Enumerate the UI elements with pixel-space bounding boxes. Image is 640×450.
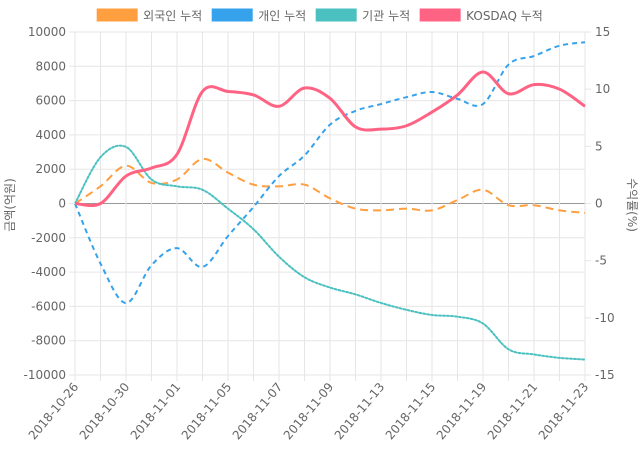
y-tick-left: 0: [58, 197, 66, 211]
y-tick-right: 15: [595, 25, 610, 39]
series-lines: [74, 41, 586, 361]
y-tick-left: 2000: [35, 162, 66, 176]
y-tick-right: 10: [595, 82, 610, 96]
legend-item-0[interactable]: 외국인 누적: [96, 8, 202, 23]
y-tick-left: -10000: [23, 368, 66, 382]
y-tick-left: 4000: [35, 128, 66, 142]
legend[interactable]: 외국인 누적 개인 누적 기관 누적 KOSDAQ 누적: [96, 8, 543, 23]
legend-swatch: [211, 8, 253, 22]
y-tick-right: -10: [595, 311, 615, 325]
x-tick-label: 2018-10-30: [77, 380, 133, 442]
x-tick-label: 2018-11-07: [230, 380, 286, 442]
y-tick-left: 6000: [35, 94, 66, 108]
legend-label: 외국인 누적: [143, 9, 202, 23]
y-tick-right: -5: [595, 254, 607, 268]
gridlines: [74, 31, 586, 381]
legend-item-2[interactable]: 기관 누적: [315, 8, 410, 23]
x-tick-label: 2018-11-23: [536, 380, 592, 442]
legend-label: KOSDAQ 누적: [466, 9, 543, 23]
y-axis-right-label: 수익률(%): [625, 178, 639, 232]
x-tick-label: 2018-11-09: [281, 380, 337, 442]
legend-item-3[interactable]: KOSDAQ 누적: [419, 8, 543, 23]
y-axis-left-label: 금액(억원): [3, 178, 17, 232]
x-tick-label: 2018-10-26: [26, 380, 82, 442]
y-tick-left: -6000: [31, 299, 66, 313]
y-tick-left: 8000: [35, 59, 66, 73]
x-tick-label: 2018-11-05: [179, 380, 235, 442]
series-line-2: [74, 144, 586, 361]
legend-swatch: [315, 8, 357, 22]
legend-label: 기관 누적: [362, 9, 410, 23]
y-tick-left: -4000: [31, 265, 66, 279]
series-line-0: [74, 157, 586, 214]
x-tick-label: 2018-11-19: [434, 380, 490, 442]
y-tick-right: -15: [595, 368, 615, 382]
y-tick-left: 10000: [28, 25, 66, 39]
legend-label: 개인 누적: [258, 9, 306, 23]
x-tick-label: 2018-11-01: [128, 380, 184, 442]
x-tick-label: 2018-11-15: [383, 380, 439, 442]
legend-swatch: [96, 8, 138, 22]
legend-item-1[interactable]: 개인 누적: [211, 8, 306, 23]
series-line-1: [74, 41, 586, 304]
y-tick-left: -8000: [31, 334, 66, 348]
x-tick-label: 2018-11-21: [485, 380, 541, 442]
y-tick-left: -2000: [31, 231, 66, 245]
series-line-3: [74, 70, 586, 208]
y-tick-right: 0: [595, 197, 603, 211]
y-tick-right: 5: [595, 139, 603, 153]
x-tick-label: 2018-11-13: [332, 380, 388, 442]
legend-swatch: [419, 8, 461, 22]
